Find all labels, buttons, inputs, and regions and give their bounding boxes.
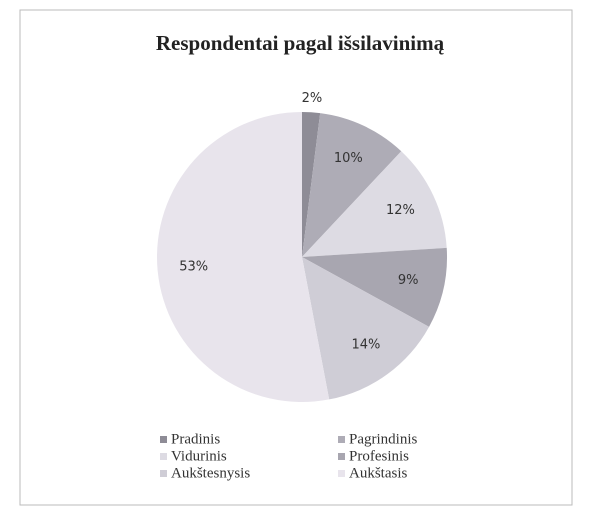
legend-swatch [160, 470, 167, 477]
data-label: 10% [334, 151, 363, 166]
pie-slice [302, 112, 321, 257]
pie-slice [302, 257, 430, 400]
legend-label: Profesinis [349, 448, 409, 464]
legend-label: Pagrindinis [349, 431, 417, 447]
pie-slice [302, 151, 447, 257]
legend-swatch [160, 453, 167, 460]
data-label: 53% [179, 260, 208, 275]
chart-title: Respondentai pagal išsilavinimą [156, 31, 445, 55]
pie-slice [156, 112, 330, 402]
legend-label: Aukštasis [349, 465, 408, 481]
data-label: 14% [351, 337, 380, 352]
data-label: 12% [386, 203, 415, 218]
legend-swatch [338, 436, 345, 443]
legend-swatch [338, 453, 345, 460]
legend-label: Vidurinis [171, 448, 227, 464]
legend-swatch [160, 436, 167, 443]
pie-slice [302, 247, 447, 327]
legend-label: Pradinis [171, 431, 220, 447]
data-label: 2% [302, 91, 323, 106]
data-label: 9% [398, 273, 419, 288]
pie-slice [302, 113, 402, 257]
legend-label: Aukštesnysis [171, 465, 250, 481]
legend-swatch [338, 470, 345, 477]
